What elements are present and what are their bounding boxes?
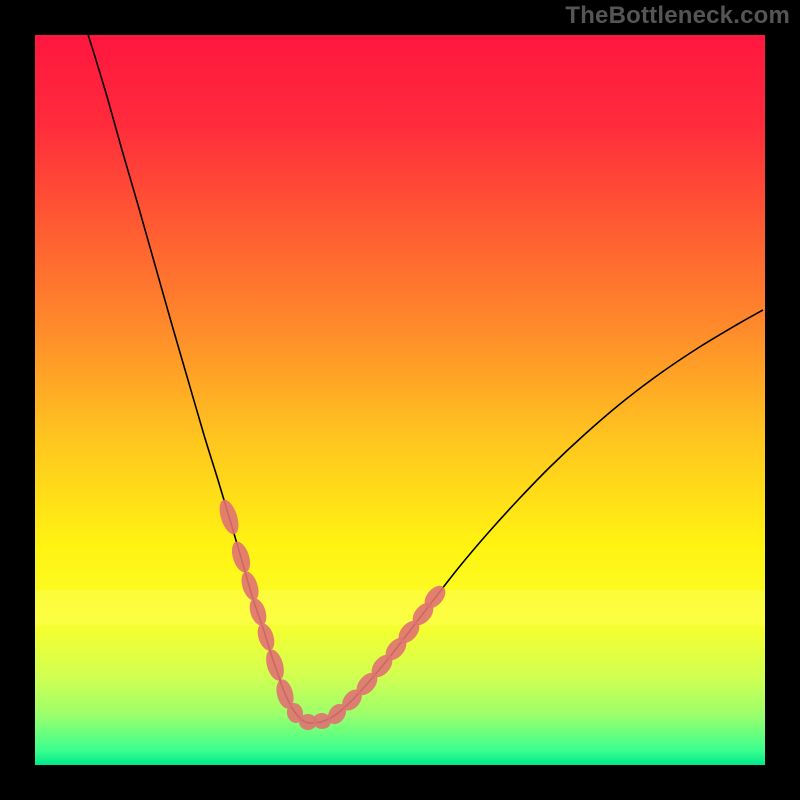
chart-frame: TheBottleneck.com xyxy=(0,0,800,800)
bottleneck-chart xyxy=(0,0,800,800)
watermark-text: TheBottleneck.com xyxy=(565,2,790,30)
highlight-band xyxy=(35,590,765,625)
